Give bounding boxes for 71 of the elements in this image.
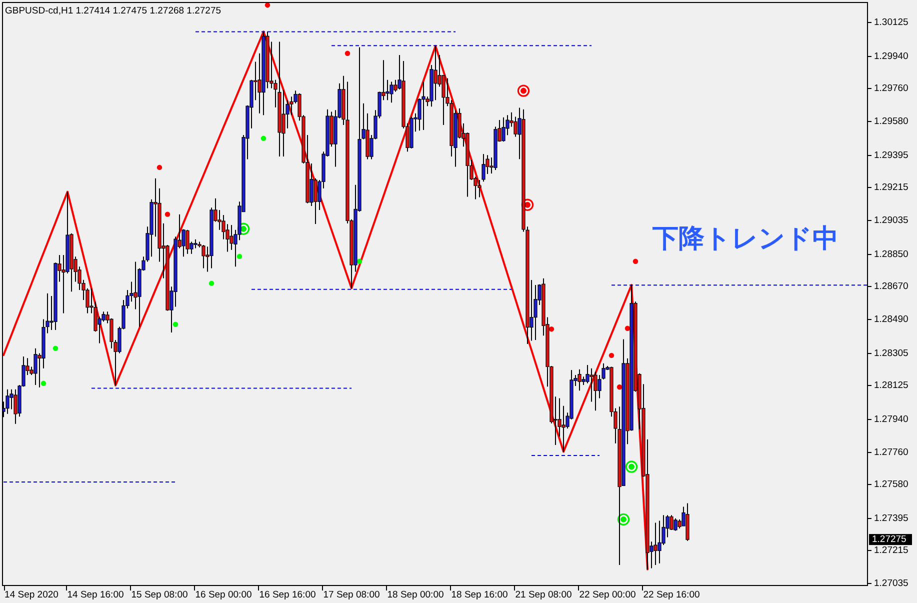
candlestick [590, 368, 594, 402]
y-tick-label: 1.28670 [874, 281, 908, 292]
candlestick [434, 45, 438, 101]
point [632, 258, 638, 264]
point [156, 164, 162, 170]
x-tick-label: 15 Sep 08:00 [131, 590, 188, 600]
candlestick [502, 116, 506, 142]
candlestick [14, 388, 18, 424]
candlestick [674, 518, 678, 532]
y-tick-label: 1.29215 [874, 182, 908, 193]
point [164, 212, 170, 217]
candlestick [514, 116, 518, 138]
line-series [2, 30, 648, 570]
x-tick-label: 14 Sep 16:00 [67, 590, 124, 600]
y-tick-label: 1.27215 [874, 545, 908, 556]
point [172, 322, 178, 327]
y-tick-label: 1.27940 [874, 414, 908, 425]
chart-title: GBPUSD-cd,H1 1.27414 1.27475 1.27268 1.27275 [5, 6, 222, 16]
point [617, 513, 630, 526]
x-tick-label: 22 Sep 00:00 [579, 590, 636, 600]
candlestick [314, 178, 318, 224]
point [616, 384, 622, 390]
candlestick [482, 154, 486, 182]
text: 1.27275 [872, 534, 906, 546]
y-tick-label: 1.27395 [874, 513, 908, 524]
point [344, 50, 350, 56]
candlestick [534, 284, 538, 340]
candlestick [654, 522, 658, 566]
y-tick-label: 1.29580 [874, 116, 908, 127]
candlestick [34, 348, 38, 386]
x-tick-label: 16 Sep 00:00 [195, 590, 252, 600]
candlestick [422, 81, 426, 131]
candlestick [578, 368, 582, 392]
candlestick [390, 81, 394, 104]
point [40, 380, 46, 386]
candlestick [202, 244, 206, 269]
point [625, 460, 638, 473]
point [52, 346, 58, 351]
x-tick-label: 18 Sep 16:00 [451, 590, 508, 600]
annotation: 下降トレンド中 [651, 224, 838, 254]
point [624, 326, 630, 331]
point [356, 258, 362, 264]
y-tick-label: 1.29035 [874, 215, 908, 226]
x-tick-label: 16 Sep 16:00 [259, 590, 316, 600]
y-tick-label: 1.29760 [874, 83, 908, 94]
y-tick-label: 1.28305 [874, 348, 908, 359]
x-tick-label: 18 Sep 00:00 [387, 590, 444, 600]
point [236, 254, 242, 260]
y-tick-label: 1.27035 [874, 578, 908, 589]
candlestick [186, 229, 190, 254]
candlestick [6, 388, 10, 414]
y-tick-label: 1.27760 [874, 447, 908, 458]
candlestick [230, 224, 234, 250]
y-tick-label: 1.29395 [874, 150, 908, 161]
y-tick-label: 1.28490 [874, 314, 908, 325]
point [548, 326, 554, 332]
point [208, 280, 214, 286]
y-tick-label: 1.27580 [874, 479, 908, 490]
y-tick-label: 1.30125 [874, 17, 908, 28]
x-tick-label: 21 Sep 08:00 [515, 590, 572, 600]
candlestick [478, 179, 482, 198]
point [517, 84, 530, 97]
y-tick-label: 1.28850 [874, 249, 908, 260]
point [260, 136, 266, 141]
point [608, 352, 614, 358]
candlestick [594, 371, 598, 412]
y-tick-label: 1.29940 [874, 51, 908, 62]
x-tick-label: 14 Sep 2020 [4, 590, 58, 600]
x-tick-label: 22 Sep 16:00 [643, 590, 700, 600]
y-tick-label: 1.28125 [874, 380, 908, 391]
x-tick-label: 17 Sep 08:00 [323, 590, 380, 600]
